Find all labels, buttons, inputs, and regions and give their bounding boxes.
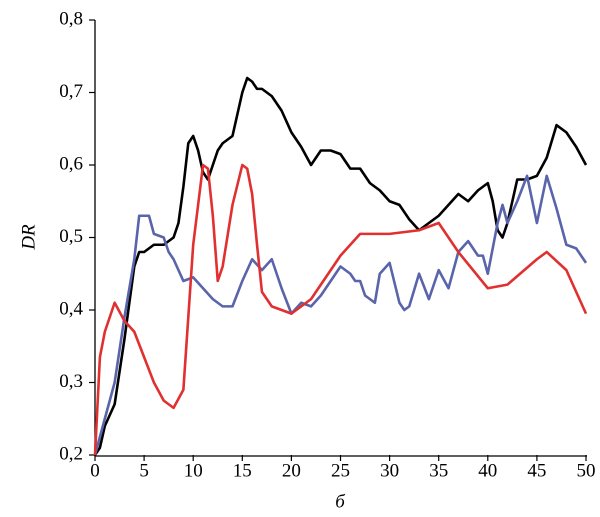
x-tick-label: 15 — [233, 460, 252, 481]
x-tick-label: 10 — [184, 460, 203, 481]
x-tick-label: 35 — [429, 460, 448, 481]
x-tick-label: 20 — [282, 460, 301, 481]
y-tick-label: 0,3 — [59, 371, 83, 392]
y-tick-label: 0,8 — [59, 8, 83, 29]
y-tick-label: 0,2 — [59, 443, 83, 464]
y-tick-label: 0,7 — [59, 81, 83, 102]
x-tick-label: 30 — [380, 460, 399, 481]
x-tick-label: 0 — [90, 460, 100, 481]
x-tick-label: 50 — [577, 460, 596, 481]
series-line — [93, 174, 588, 456]
series-line — [93, 76, 588, 456]
x-tick-label: 5 — [139, 460, 149, 481]
y-tick-label: 0,6 — [59, 153, 83, 174]
x-axis-label: б — [335, 491, 346, 512]
series-line — [93, 163, 588, 456]
y-axis-label: DR — [18, 224, 39, 251]
x-tick-label: 45 — [527, 460, 546, 481]
y-tick-label: 0,5 — [59, 226, 83, 247]
y-tick-label: 0,4 — [59, 298, 83, 319]
x-tick-label: 25 — [331, 460, 350, 481]
x-tick-label: 40 — [478, 460, 497, 481]
